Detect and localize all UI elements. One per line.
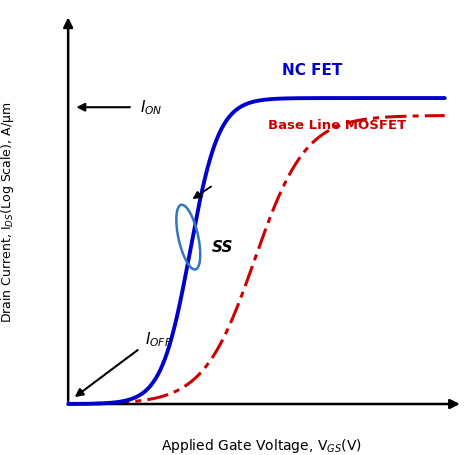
Text: SS: SS xyxy=(211,240,233,255)
Text: Drain Current, I$_{DS}$(Log Scale), A/μm: Drain Current, I$_{DS}$(Log Scale), A/μm xyxy=(0,102,16,324)
Text: Applied Gate Voltage, V$_{GS}$(V): Applied Gate Voltage, V$_{GS}$(V) xyxy=(161,437,362,455)
Text: $I_{OFF}$: $I_{OFF}$ xyxy=(145,330,173,349)
Text: $I_{ON}$: $I_{ON}$ xyxy=(140,98,163,116)
Text: Base Line MOSFET: Base Line MOSFET xyxy=(268,119,406,132)
Text: NC FET: NC FET xyxy=(282,63,342,78)
